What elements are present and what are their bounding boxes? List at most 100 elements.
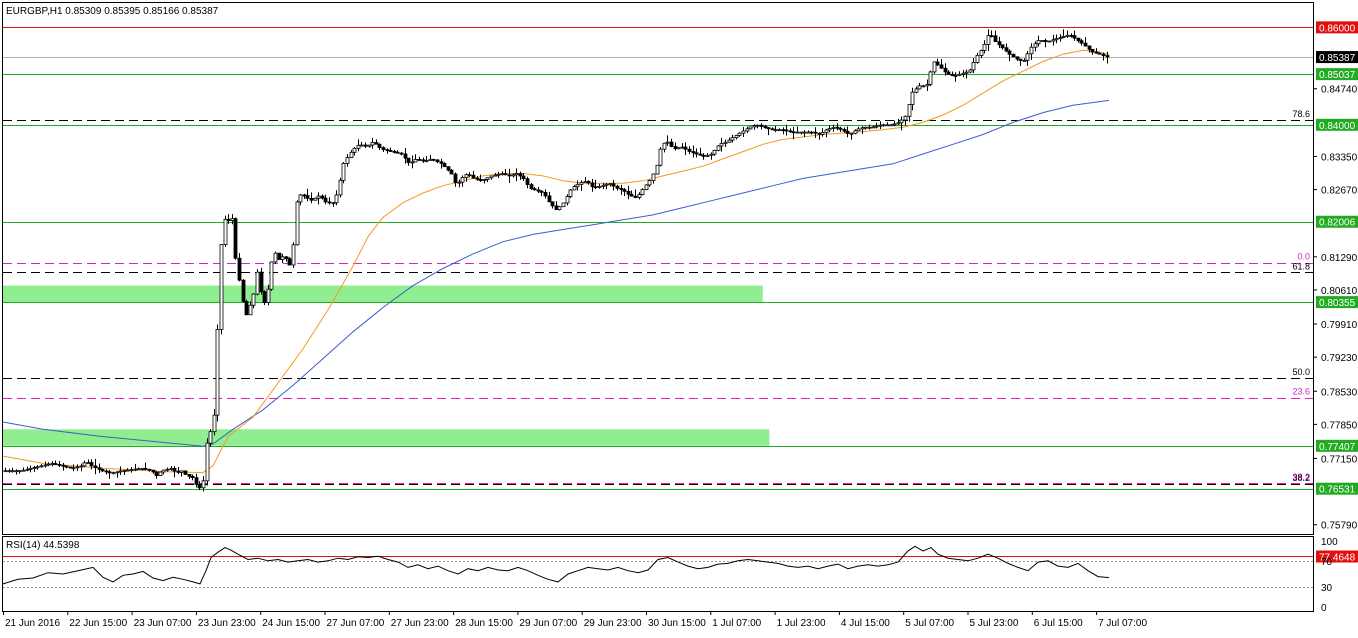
candle-bear [939,64,944,69]
candle-bull [280,256,285,260]
candle-bull [1036,40,1041,45]
candle-bear [197,483,202,489]
candle-bull [125,469,130,472]
candle-bull [741,130,746,134]
candle-bull [266,288,271,304]
candle-bear [327,201,332,204]
candle-bear [1097,52,1102,55]
candle-bull [291,244,296,266]
price-tag-bg [1316,215,1358,228]
candle-bull [680,146,685,149]
candle-bull [1040,40,1045,42]
candle-bull [1061,36,1066,38]
candle-bull [460,177,465,183]
rsi-tag-bg [1316,550,1358,563]
x-tick-label: 7 Jul 07:00 [1098,618,1147,629]
candle-bear [784,129,789,132]
candle-bull [863,126,868,129]
candle-bull [165,468,170,471]
candle-bull [7,470,12,473]
candle-bear [53,463,58,465]
candle-bear [536,189,541,192]
candle-bear [406,157,411,163]
candle-bull [25,468,30,471]
candle-bear [381,147,386,150]
candle-bull [745,128,750,132]
candle-bull [982,44,987,51]
candle-bear [187,473,192,477]
candle-bull [35,466,40,469]
candle-bear [244,301,249,316]
candle-bear [763,126,768,129]
candle-bear [61,464,66,467]
candle-bull [561,202,566,208]
candle-bear [147,468,152,471]
candle-bull [867,126,872,129]
candle-bull [799,131,804,134]
candle-bull [43,464,48,467]
price-tag-6: 0.77407 [1316,439,1358,453]
candle-bull [208,431,213,444]
candle-bull [485,177,490,180]
candle-bear [838,127,843,130]
candle-bull [953,75,958,77]
candle-bear [363,144,368,147]
candle-bull [493,174,498,177]
candle-bear [626,190,631,195]
candle-bull [46,463,51,466]
candle-bull [500,173,505,176]
candle-bear [683,146,688,150]
price-tag-label: 0.80355 [1319,298,1356,309]
candle-bear [619,187,624,191]
candle-bear [68,466,73,469]
candle-bear [100,469,105,472]
candle-bull [1025,53,1030,61]
candle-bull [140,467,145,470]
candle-bear [89,462,94,467]
candle-bear [586,180,591,184]
candle-bear [176,470,181,473]
candle-bear [525,178,530,185]
candle-bull [658,148,663,166]
candle-bear [529,184,534,190]
candle-bull [723,141,728,144]
fib-label-2: 61.8 [1292,261,1310,271]
candle-bull [907,104,912,117]
candle-bear [417,159,422,161]
candle-bull [511,174,516,177]
candle-bull [334,194,339,204]
candle-bear [1083,42,1088,47]
candle-bear [813,131,818,134]
candle-bear [791,131,796,134]
price-tag-label: 0.85037 [1319,70,1356,81]
candle-bear [453,173,458,184]
candle-bull [957,73,962,76]
candle-bull [640,189,645,195]
candle-bull [482,179,487,181]
candle-bear [57,463,62,466]
candle-bull [921,85,926,88]
candle-bull [129,469,134,472]
candle-bear [395,151,400,154]
fib-label-0: 78.6 [1292,109,1310,119]
candle-bull [313,197,318,201]
y-tick-label: 0.81290 [1321,253,1358,264]
candle-bear [1004,47,1009,52]
candle-bull [410,161,415,164]
y-tick-label: 0.77150 [1321,454,1358,465]
candle-bull [1033,43,1038,48]
candle-bear [615,185,620,189]
candle-bull [662,142,667,150]
candle-bear [788,130,793,133]
candle-bull [1058,37,1063,40]
candle-bear [590,182,595,188]
candle-bear [547,195,552,203]
candle-bull [356,145,361,149]
candle-bear [241,279,246,302]
candle-bear [701,154,706,157]
price-tag-bg [1316,439,1358,452]
candle-bear [277,252,282,260]
candle-bull [1022,59,1027,62]
candle-bear [309,198,314,201]
candle-bull [874,125,879,128]
